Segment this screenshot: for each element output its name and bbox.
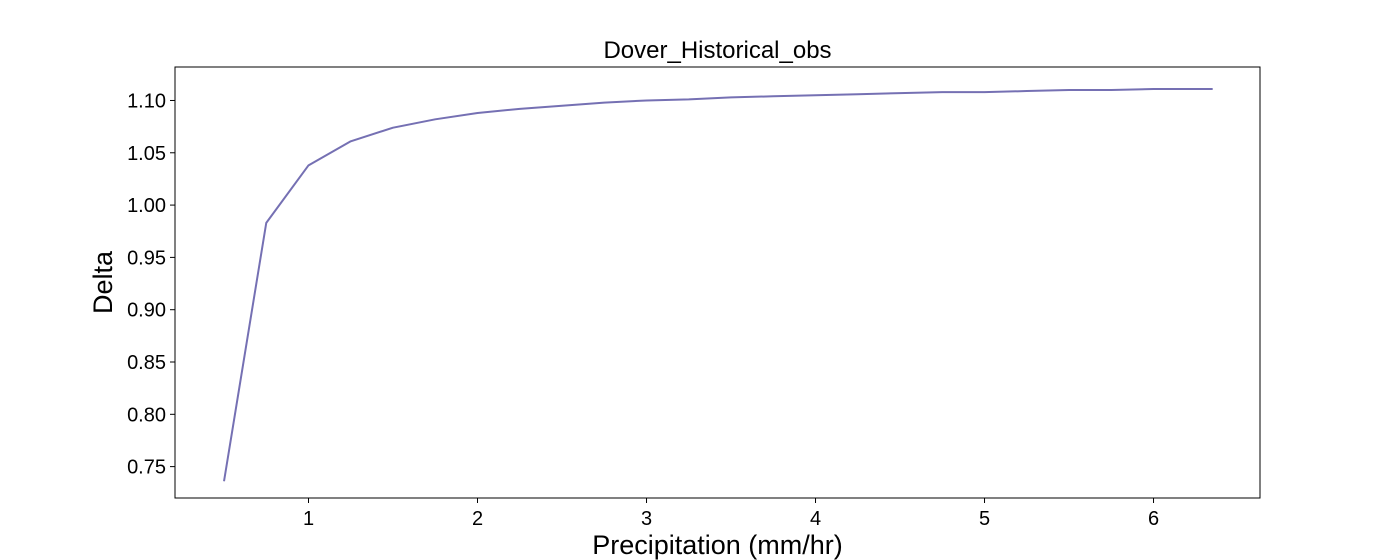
- y-tick-label: 0.80: [127, 404, 166, 426]
- x-axis-ticks: 1 2 3 4 5 6: [303, 498, 1159, 530]
- x-tick-label: 5: [979, 508, 990, 530]
- x-tick-label: 6: [1148, 508, 1159, 530]
- y-axis-label: Delta: [88, 250, 118, 314]
- series-line: [223, 87, 1213, 482]
- chart-title: Dover_Historical_obs: [603, 37, 831, 64]
- series-layer: [223, 87, 1213, 482]
- x-axis-label: Precipitation (mm/hr): [592, 530, 843, 560]
- plot-area-frame: [174, 66, 1261, 499]
- y-tick-label: 1.10: [127, 90, 166, 112]
- x-tick-label: 3: [641, 508, 652, 530]
- x-tick-label: 1: [303, 508, 314, 530]
- y-tick-label: 0.90: [127, 300, 166, 322]
- y-tick-label: 1.00: [127, 195, 166, 217]
- y-tick-label: 0.75: [127, 457, 166, 479]
- x-tick-label: 4: [810, 508, 821, 530]
- y-axis-ticks: 0.75 0.80 0.85 0.90 0.95 1.00 1.05 1.10: [127, 90, 175, 479]
- y-tick-label: 1.05: [127, 143, 166, 165]
- x-tick-label: 2: [472, 508, 483, 530]
- y-tick-label: 0.95: [127, 247, 166, 269]
- y-tick-label: 0.85: [127, 352, 166, 374]
